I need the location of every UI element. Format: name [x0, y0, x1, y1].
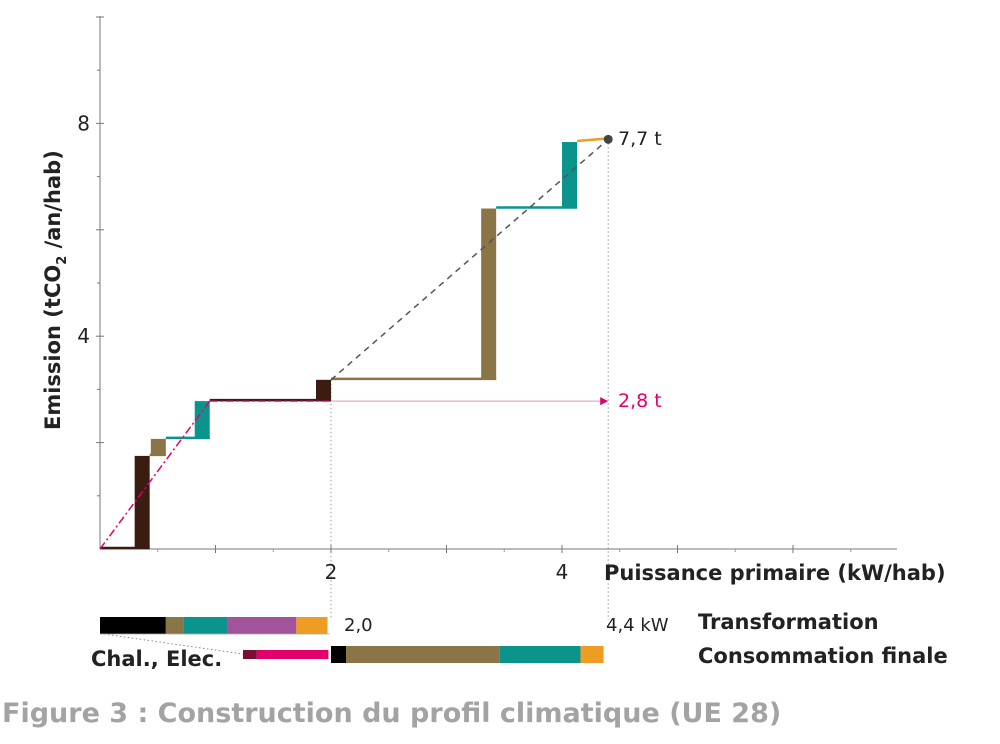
consommation-label: Consommation finale: [698, 644, 948, 668]
arrow-head-icon: [600, 397, 609, 406]
y-axis-title-tail: /an/hab): [41, 150, 65, 256]
consommation-segment: [331, 646, 347, 663]
figure-caption: Figure 3 : Construction du profil climat…: [2, 698, 782, 729]
cascade-step-bar: [134, 455, 150, 549]
x-tick-label: 2: [325, 560, 338, 584]
x-axis-title: Puissance primaire (kW/hab): [604, 561, 946, 585]
y-axis-title: Emission (tCO2 /an/hab): [41, 150, 70, 430]
transformation-segment: [165, 617, 184, 634]
total-emission-label: 7,7 t: [618, 128, 662, 150]
y-axis-title-main: Emission (tCO: [41, 265, 65, 430]
partial-emission-label: 2,8 t: [618, 390, 662, 412]
transformation-segment: [227, 617, 297, 634]
transformation-end-label: 2,0: [344, 615, 373, 636]
axes: 2 4 4 8: [77, 16, 897, 584]
consommation-segment: [346, 646, 500, 663]
transformation-segment: [100, 617, 166, 634]
cascade-step-line: [576, 137, 609, 143]
chal-elec-label: Chal., Elec.: [91, 647, 222, 671]
cascade-step-bar: [194, 401, 210, 439]
guide-lines: [330, 139, 609, 620]
energy-bars: [100, 617, 604, 663]
cascade-step-bar: [316, 379, 331, 402]
cascade-steps: [100, 137, 609, 550]
transformation-segment: [296, 617, 328, 634]
transformation-label: Transformation: [698, 610, 879, 634]
heat-elec-segment: [243, 650, 257, 659]
magenta-dashdot-line: [99, 400, 211, 550]
trend-lines: [99, 134, 613, 550]
heat-elec-segment: [256, 650, 329, 659]
y-axis-title-subscript: 2: [55, 256, 70, 265]
cascade-step-bar: [562, 142, 578, 209]
x-tick-label: 4: [556, 560, 569, 584]
cascade-step-bar: [150, 438, 166, 456]
emission-dashed-line: [330, 138, 609, 381]
consommation-segment: [499, 646, 581, 663]
transformation-segment: [183, 617, 228, 634]
consommation-segment: [580, 646, 604, 663]
chart-labels: Emission (tCO2 /an/hab) Puissance primai…: [41, 128, 948, 671]
cascade-step-bar: [481, 208, 497, 380]
connector-dotted-line: [103, 633, 244, 655]
y-tick-label: 8: [77, 111, 90, 135]
y-tick-label: 4: [77, 324, 90, 348]
consommation-end-label: 4,4 kW: [606, 615, 669, 636]
end-point-marker: [603, 134, 613, 144]
